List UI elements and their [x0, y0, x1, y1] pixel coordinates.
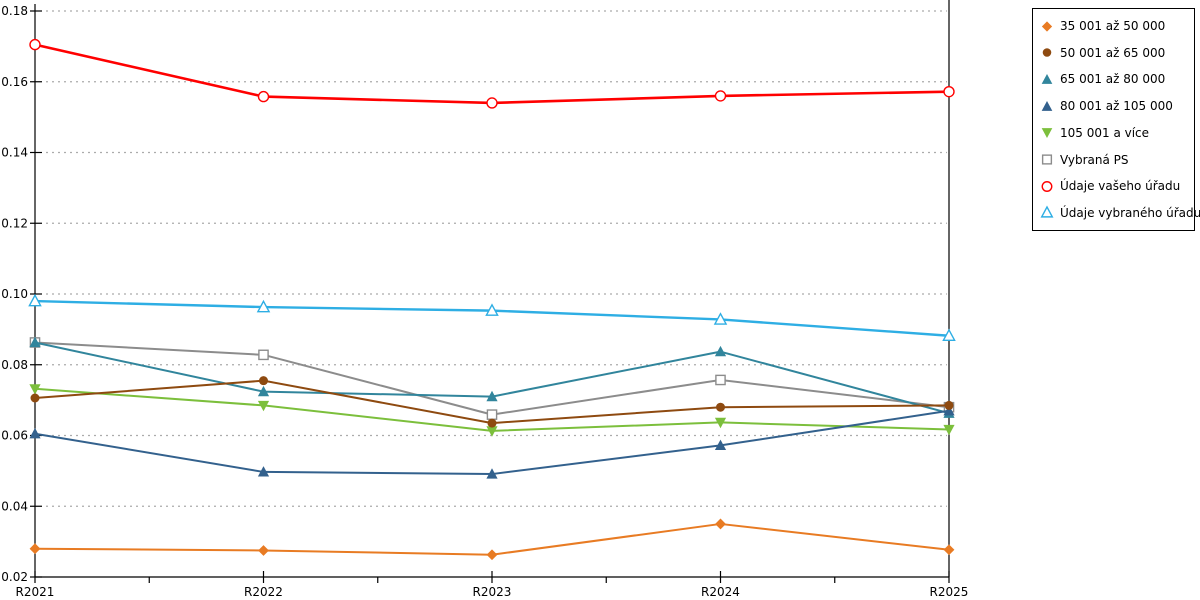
svg-text:0.06: 0.06 [1, 429, 28, 443]
legend-label: 65 001 až 80 000 [1060, 72, 1166, 87]
legend-marker-square-outline-icon [1041, 154, 1053, 165]
legend-item: 50 001 až 65 000 [1039, 40, 1194, 66]
legend-marker-triangle-outline-icon [1040, 205, 1054, 218]
legend-item: Vybraná PS [1039, 147, 1194, 173]
legend-marker-circle-icon [1042, 48, 1052, 57]
legend-label: 80 001 až 105 000 [1060, 99, 1173, 114]
legend-marker-triangle-icon [1041, 73, 1053, 84]
line-chart: 0.02 0.04 0.06 0.08 0.10 0.12 0.14 0.16 0.18 R202… [1, 0, 969, 599]
legend-marker-triangle-down-icon [1041, 128, 1053, 139]
svg-text:0.14: 0.14 [1, 146, 28, 160]
legend-item: 80 001 až 105 000 [1039, 93, 1194, 119]
legend-label: 35 001 až 50 000 [1060, 19, 1166, 33]
legend-marker-circle-outline-icon [1041, 180, 1053, 192]
legend-label: Údaje vybraného úřadu [1060, 205, 1200, 220]
legend-label: Vybraná PS [1060, 152, 1129, 167]
legend-marker-diamond-icon [1041, 20, 1053, 32]
legend-label: 105 001 a více [1060, 125, 1150, 140]
legend-item: Údaje vybraného úřadu [1039, 200, 1200, 226]
legend: 35 001 až 50 000 50 001 až 65 000 65 001… [1032, 8, 1200, 231]
svg-text:0.04: 0.04 [1, 499, 28, 513]
legend-item: 105 001 a více [1039, 120, 1194, 146]
svg-text:0.02: 0.02 [1, 570, 28, 584]
legend-label: 50 001 až 65 000 [1060, 45, 1166, 60]
svg-text:0.12: 0.12 [1, 216, 28, 230]
svg-text:R2023: R2023 [473, 585, 512, 599]
svg-text:0.16: 0.16 [1, 75, 28, 89]
legend-item: 35 001 až 50 000 [1039, 13, 1194, 39]
legend-marker-triangle-icon [1041, 100, 1053, 111]
svg-text:0.18: 0.18 [1, 4, 28, 18]
legend-item: 65 001 až 80 000 [1039, 66, 1194, 92]
svg-text:R2025: R2025 [930, 585, 969, 599]
svg-text:R2021: R2021 [16, 585, 55, 599]
legend-item: Údaje vašeho úřadu [1039, 173, 1194, 199]
svg-text:0.08: 0.08 [1, 358, 28, 372]
svg-text:0.10: 0.10 [1, 287, 28, 301]
legend-label: Údaje vašeho úřadu [1060, 179, 1181, 194]
svg-text:R2024: R2024 [701, 585, 740, 599]
svg-text:R2022: R2022 [244, 585, 283, 599]
